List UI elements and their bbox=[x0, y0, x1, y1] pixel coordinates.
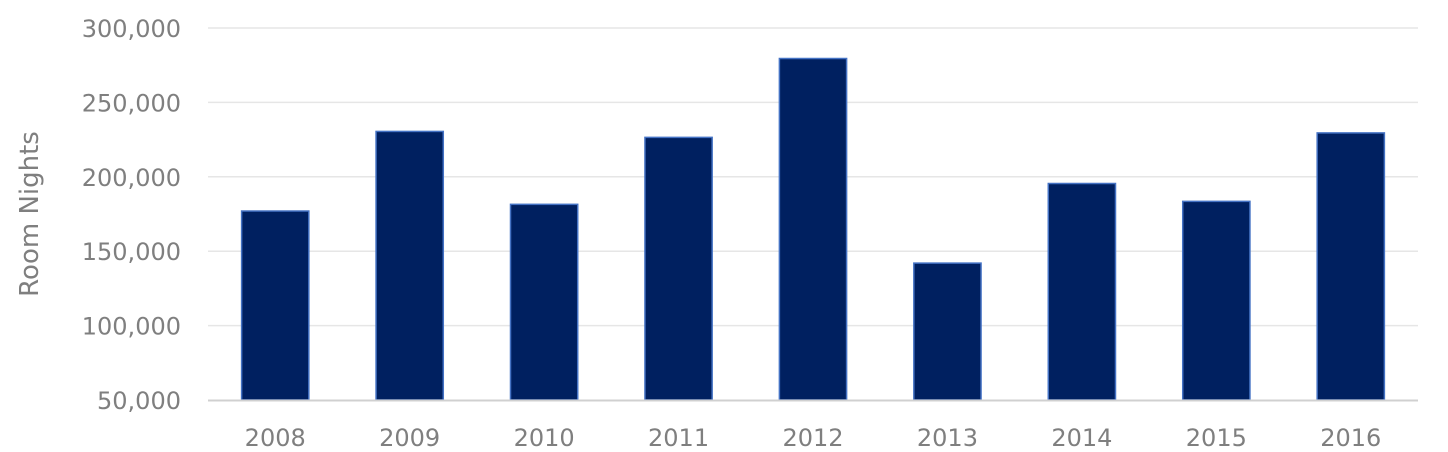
x-tick-label: 2010 bbox=[514, 424, 575, 452]
bar-2014 bbox=[1047, 182, 1117, 401]
y-tick-label: 250,000 bbox=[82, 89, 181, 117]
x-tick-label: 2014 bbox=[1051, 424, 1112, 452]
x-tick-label: 2015 bbox=[1186, 424, 1247, 452]
bar-2011 bbox=[644, 136, 713, 401]
x-tick-label: 2011 bbox=[648, 424, 709, 452]
y-tick-label: 200,000 bbox=[82, 164, 181, 192]
x-axis-ticks: 2008 2009 2010 2011 2012 2013 2014 2015 2016 bbox=[245, 424, 1382, 452]
bar-2008 bbox=[240, 210, 310, 401]
x-tick-label: 2013 bbox=[917, 424, 978, 452]
y-tick-label: 150,000 bbox=[82, 238, 181, 266]
bars bbox=[240, 57, 1386, 401]
y-tick-label: 50,000 bbox=[97, 387, 181, 415]
y-axis-title: Room Nights bbox=[15, 131, 45, 297]
bar-2016 bbox=[1316, 132, 1386, 401]
y-axis-ticks: 50,000 100,000 150,000 200,000 250,000 300,00… bbox=[82, 15, 181, 415]
bar-2012 bbox=[778, 57, 848, 401]
x-tick-label: 2012 bbox=[782, 424, 843, 452]
x-tick-label: 2008 bbox=[245, 424, 306, 452]
bar-2010 bbox=[509, 203, 579, 401]
x-tick-label: 2009 bbox=[379, 424, 440, 452]
y-tick-label: 100,000 bbox=[82, 313, 181, 341]
bar-2009 bbox=[375, 130, 445, 401]
x-tick-label: 2016 bbox=[1320, 424, 1381, 452]
bar-2015 bbox=[1181, 200, 1251, 401]
y-tick-label: 300,000 bbox=[82, 15, 181, 43]
bar-2013 bbox=[913, 262, 982, 401]
